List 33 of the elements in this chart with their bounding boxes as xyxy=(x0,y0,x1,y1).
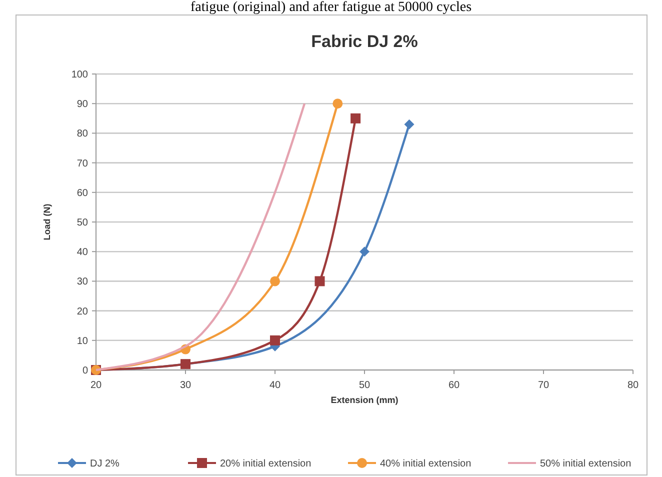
y-tick-label: 40 xyxy=(76,247,88,258)
point xyxy=(360,246,370,257)
point xyxy=(332,98,343,109)
x-tick-label: 40 xyxy=(269,380,281,391)
point xyxy=(314,276,325,286)
y-tick-label: 80 xyxy=(76,128,88,140)
x-tick-label: 50 xyxy=(358,380,370,391)
y-tick-label: 70 xyxy=(76,158,88,170)
x-tick-label: 60 xyxy=(448,380,460,391)
legend-label: 20% initial extension xyxy=(220,458,312,470)
point xyxy=(270,335,280,346)
x-tick-label: 20 xyxy=(90,380,102,391)
x-tick-label: 70 xyxy=(538,380,550,391)
y-tick-label: 30 xyxy=(76,276,88,288)
legend-label: DJ 2% xyxy=(90,458,120,470)
point xyxy=(270,276,280,286)
y-tick-label: 60 xyxy=(76,188,88,199)
x-tick-label: 30 xyxy=(180,380,192,391)
y-axis-title: Load (N) xyxy=(42,204,52,240)
y-tick-label: 50 xyxy=(76,218,88,228)
y-tick-label: 10 xyxy=(76,336,88,347)
y-tick-label: 20 xyxy=(76,306,88,318)
x-tick-label: 80 xyxy=(627,380,639,391)
point xyxy=(350,113,361,124)
legend-label: 40% initial extension xyxy=(380,458,472,470)
legend-label: 50% initial extension xyxy=(540,458,632,470)
y-tick-label: 0 xyxy=(82,366,88,376)
chart-title: Fabric DJ 2% xyxy=(311,32,418,51)
y-tick-label: 90 xyxy=(76,99,88,110)
y-tick-label: 100 xyxy=(71,70,88,80)
point xyxy=(404,119,414,130)
x-axis-title: Extension (mm) xyxy=(330,395,398,405)
text: fatigue (original) and after fatigue at 50000 cycles xyxy=(190,0,472,15)
